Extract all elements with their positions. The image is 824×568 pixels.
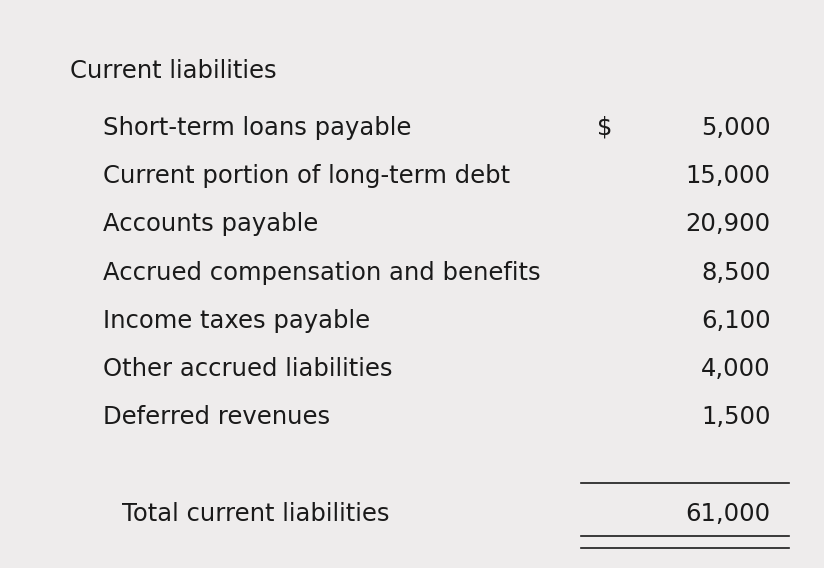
Text: Accrued compensation and benefits: Accrued compensation and benefits	[103, 261, 541, 285]
Text: 8,500: 8,500	[701, 261, 770, 285]
Text: Accounts payable: Accounts payable	[103, 212, 318, 236]
Text: 5,000: 5,000	[701, 116, 770, 140]
Text: Deferred revenues: Deferred revenues	[103, 406, 330, 429]
Text: 4,000: 4,000	[701, 357, 770, 381]
Text: Current liabilities: Current liabilities	[70, 59, 277, 83]
Text: 61,000: 61,000	[686, 502, 770, 526]
Text: Total current liabilities: Total current liabilities	[122, 502, 390, 526]
Text: 1,500: 1,500	[701, 406, 770, 429]
Text: Other accrued liabilities: Other accrued liabilities	[103, 357, 392, 381]
Text: 20,900: 20,900	[686, 212, 770, 236]
Text: 15,000: 15,000	[686, 164, 770, 188]
Text: Income taxes payable: Income taxes payable	[103, 309, 370, 333]
Text: 6,100: 6,100	[701, 309, 770, 333]
Text: Current portion of long-term debt: Current portion of long-term debt	[103, 164, 510, 188]
Text: Short-term loans payable: Short-term loans payable	[103, 116, 411, 140]
Text: $: $	[597, 116, 613, 140]
